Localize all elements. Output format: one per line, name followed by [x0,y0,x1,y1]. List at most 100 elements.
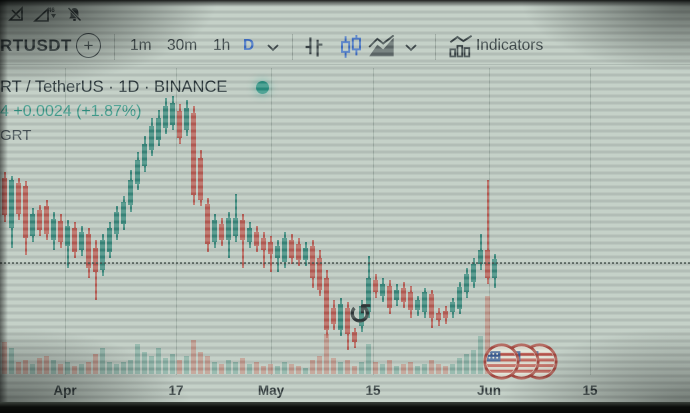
timeframe-1h-button[interactable]: 1h [213,37,231,54]
indicators-button[interactable]: Indicators [476,37,544,54]
toolbar-divider [292,34,293,60]
volume-bar [282,362,287,374]
candle [16,183,21,214]
screen-bezel [0,402,690,413]
signal-4g-triangle-icon: 46 [33,6,56,22]
volume-bar [429,360,434,374]
indicator-label[interactable]: GRT [0,127,32,144]
candle [471,264,476,282]
volume-bar [303,368,308,374]
volume-bar [128,360,133,374]
candle [429,294,434,318]
volume-bar [9,348,14,374]
timeframe-1d-button-active[interactable]: D [243,37,255,54]
volume-bar [79,364,84,374]
price-change-row: 4 +0.0024 (+1.87%) [0,103,141,121]
vertical-gridline [373,68,374,375]
timeframe-chevron-down-icon[interactable] [266,43,280,52]
symbol-button[interactable]: RTUSDT [0,36,72,55]
candle [170,103,175,125]
volume-bar [366,344,371,374]
volume-bar [51,360,56,374]
candle [205,204,210,244]
add-symbol-button[interactable]: + [76,33,101,58]
notifications-muted-icon [67,6,82,21]
candle [121,202,126,224]
candle [233,218,238,236]
style-chevron-down-icon[interactable] [404,43,418,52]
volume-bar [2,342,7,374]
candle [219,224,224,240]
candle [226,218,231,240]
x-axis-tick-label[interactable]: Apr [53,383,77,398]
candle [44,206,49,234]
x-axis-tick-label[interactable]: Jun [476,383,502,398]
volume-bar [331,358,336,374]
vertical-gridline [271,68,272,375]
candle [338,304,343,330]
candle [2,178,7,215]
volume-bar [415,366,420,374]
price-change-percent: (+1.87%) [76,103,142,120]
volume-bar [177,360,182,374]
x-axis-tick-label[interactable]: 15 [365,383,381,398]
timeframe-30m-button[interactable]: 30m [167,37,198,54]
x-axis-tick-label[interactable]: May [257,383,285,398]
signal-triangle-icon [8,6,23,21]
candle [380,284,385,296]
x-axis-tick-label[interactable]: 15 [582,383,598,398]
candle [457,287,462,309]
volume-bar [254,362,259,374]
volume-bar [23,360,28,374]
candle [58,221,63,242]
volume-bar [100,348,105,374]
volume-bar [422,364,427,374]
volume-bar [373,362,378,374]
candle [268,242,273,254]
volume-bar [408,362,413,374]
timeframe-1m-button[interactable]: 1m [130,37,152,54]
volume-bar [58,364,63,374]
x-axis-tick-label[interactable]: 17 [168,383,184,398]
volume-bar [198,352,203,374]
volume-bar [317,356,322,374]
volume-bar [345,360,350,374]
candle [352,332,357,342]
indicators-icon[interactable] [448,35,474,59]
volume-bar [240,358,245,374]
candles-style-icon-active[interactable] [340,35,362,59]
bars-style-icon[interactable] [303,35,325,59]
volume-bar [149,356,154,374]
vertical-gridline [590,68,591,375]
candle [100,240,105,270]
candle [37,210,42,230]
candle [72,228,77,252]
area-style-icon[interactable] [368,35,396,59]
plus-icon: + [83,35,94,55]
candle [156,118,161,140]
us-flag-event-icon[interactable] [483,343,520,380]
volume-bar [93,354,98,374]
volume-bar [107,362,112,374]
symbol-title[interactable]: RT / TetherUS · 1D · BINANCE [0,78,228,96]
toolbar-divider [114,34,115,60]
volume-bar [121,362,126,374]
candle [408,292,413,310]
volume-bar [450,364,455,374]
volume-bar [86,362,91,374]
price-change: +0.0024 [13,103,72,120]
candle [107,228,112,252]
candle [401,288,406,302]
candle [163,106,168,128]
volume-bar [275,366,280,374]
volume-bar [191,340,196,374]
volume-bar [156,348,161,374]
candle [415,300,420,310]
candle [149,126,154,150]
candle [422,292,427,312]
candle [303,248,308,260]
volume-bar [310,360,315,374]
volume-bar [324,334,329,374]
volume-bar [359,362,364,374]
